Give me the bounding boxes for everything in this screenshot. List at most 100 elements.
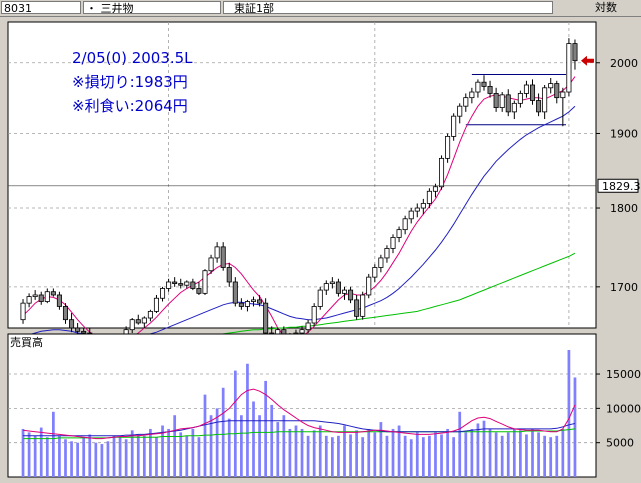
volume-bar	[209, 415, 213, 477]
volume-bar	[421, 437, 425, 477]
candle-body	[129, 319, 135, 331]
candle-body	[250, 299, 257, 302]
volume-bar	[276, 422, 280, 477]
volume-bar	[88, 434, 92, 477]
candle-body	[572, 43, 578, 62]
volume-bar	[203, 394, 207, 477]
volume-bar	[488, 428, 492, 477]
candle-body	[20, 302, 26, 321]
price-grid	[8, 62, 596, 288]
volume-bar	[76, 442, 79, 477]
exchange-name: 東証1部	[223, 1, 553, 14]
candle-body	[232, 281, 238, 304]
volume-bar	[361, 437, 365, 477]
candle-body	[226, 267, 232, 283]
volume-bar	[149, 428, 152, 477]
annotation-stop-loss: ※損切り:1983円	[72, 73, 188, 91]
volume-bar	[531, 428, 534, 477]
candle-body	[384, 248, 390, 259]
annotation-take-profit: ※利食い:2064円	[72, 97, 188, 115]
candle-body	[202, 270, 208, 294]
volume-bar	[233, 370, 237, 477]
candle-body	[439, 157, 445, 188]
volume-bar	[373, 432, 377, 477]
candle-body	[75, 327, 81, 332]
volume-bar	[500, 435, 504, 477]
candle-body	[457, 105, 463, 117]
volume-bar	[324, 435, 328, 477]
volume-bar	[39, 427, 43, 477]
candle-body	[499, 94, 505, 108]
volume-bar	[51, 411, 55, 477]
candle-body	[548, 83, 554, 89]
candle-body	[147, 310, 153, 319]
volume-bar	[567, 350, 571, 477]
candle-body	[360, 294, 366, 317]
candle-body	[69, 319, 75, 329]
volume-bar	[525, 434, 528, 477]
volume-bar	[70, 441, 73, 477]
volume-bar	[512, 428, 516, 477]
volume-ma-short-line	[22, 388, 576, 440]
volume-bar	[549, 437, 553, 477]
volume-bar	[21, 428, 25, 477]
candle-body	[305, 322, 311, 331]
volume-tick-label: 15000	[606, 368, 641, 381]
candle-body	[341, 289, 348, 294]
candle-body	[244, 301, 250, 307]
volume-bar	[173, 415, 177, 477]
price-tick-label: 1900	[610, 127, 638, 140]
candle-body	[311, 306, 317, 324]
volume-ma-mid-line	[23, 420, 576, 437]
price-tick-label: 1800	[610, 202, 638, 215]
volume-bar	[130, 430, 134, 477]
candle-body	[153, 297, 159, 312]
candle-body	[81, 330, 87, 334]
volume-bar	[312, 430, 316, 477]
volume-bar	[543, 435, 547, 477]
candle-body	[378, 257, 384, 268]
volume-bar	[264, 380, 268, 477]
stock-code: 8031	[1, 1, 81, 14]
volume-moving-averages	[22, 388, 576, 440]
candle-body	[196, 288, 202, 294]
volume-bar	[136, 434, 140, 477]
volume-bar	[391, 428, 395, 477]
candle-body	[481, 81, 487, 87]
scale-mode[interactable]: 対数	[595, 1, 617, 14]
volume-bar	[409, 439, 413, 477]
candle-body	[62, 306, 69, 321]
last-price-box	[597, 178, 639, 193]
volume-bar	[482, 420, 486, 477]
candle-body	[172, 281, 178, 284]
volume-bar	[155, 437, 158, 477]
volume-bar	[45, 437, 49, 477]
candle-body	[178, 283, 184, 286]
volume-bar	[33, 435, 37, 477]
volume-bar	[561, 428, 565, 477]
candle-body	[536, 100, 542, 113]
volume-bar	[367, 428, 371, 477]
candle-body	[166, 281, 172, 289]
volume-bar	[470, 428, 474, 477]
last-price-label: 1829.3	[602, 180, 641, 193]
volume-title: 売買高	[10, 335, 43, 349]
volume-bars	[21, 350, 577, 477]
candle-body	[523, 84, 529, 94]
candle-body	[135, 319, 141, 324]
volume-bar	[288, 428, 292, 477]
volume-bar	[337, 435, 340, 477]
volume-bar	[537, 432, 540, 477]
volume-bar	[318, 425, 322, 477]
volume-bar	[403, 435, 407, 477]
candle-body	[184, 281, 190, 286]
volume-bar	[440, 434, 443, 477]
volume-bar	[415, 432, 419, 477]
candle-body	[432, 186, 438, 192]
candle-body	[505, 94, 511, 113]
candle-body	[554, 83, 560, 99]
volume-bar	[573, 377, 577, 477]
stock-name: ・ 三井物	[83, 1, 221, 14]
volume-bar	[252, 401, 255, 477]
candle-body	[141, 317, 147, 324]
